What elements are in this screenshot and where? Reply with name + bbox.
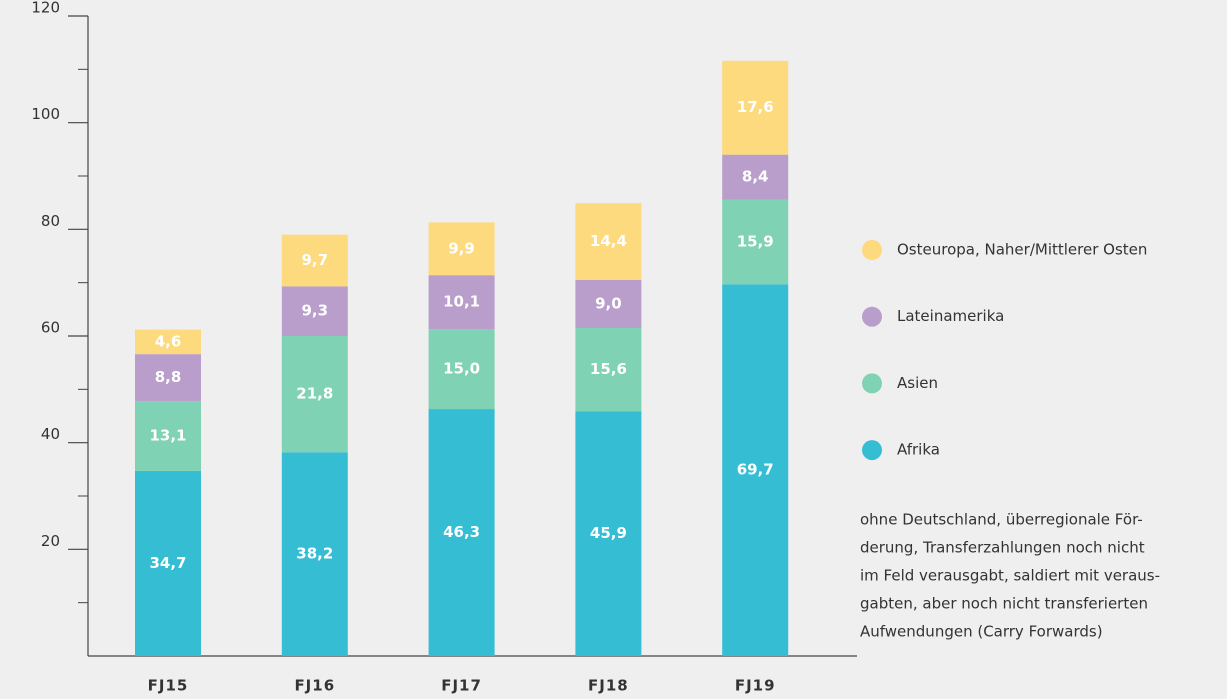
legend-label: Lateinamerika <box>897 307 1004 325</box>
value-label: 8,4 <box>742 168 769 186</box>
bar-segment <box>135 354 201 402</box>
bar-segment <box>722 154 789 200</box>
note: derung, Transferzahlungen noch nicht <box>860 539 1145 557</box>
bar-segment <box>575 328 642 412</box>
x-tick-label: FJ17 <box>441 677 482 695</box>
y-tick-label: 100 <box>31 105 60 123</box>
value-label: 15,9 <box>737 232 774 250</box>
note: im Feld verausgabt, saldiert mit veraus- <box>860 567 1160 585</box>
value-label: 34,7 <box>149 554 186 572</box>
x-tick-label: FJ15 <box>148 677 189 695</box>
value-label: 4,6 <box>155 332 182 350</box>
value-label: 9,9 <box>448 239 475 257</box>
bar-segment <box>428 329 495 410</box>
legend-swatch <box>862 440 882 461</box>
x-tick-label: FJ19 <box>735 677 776 695</box>
value-label: 17,6 <box>737 98 774 116</box>
legend-swatch <box>862 306 882 327</box>
bar-segment <box>428 409 495 656</box>
value-label: 21,8 <box>296 385 333 403</box>
value-label: 9,7 <box>302 251 329 269</box>
bar-segment <box>281 234 348 287</box>
bar-segment <box>428 275 495 330</box>
value-label: 38,2 <box>296 545 333 563</box>
value-label: 8,8 <box>155 368 182 386</box>
value-label: 15,0 <box>443 360 480 378</box>
y-tick-label: 40 <box>41 425 60 443</box>
legend-label: Osteuropa, Naher/Mittlerer Osten <box>897 241 1147 259</box>
legend-swatch <box>862 373 882 394</box>
bar-segment <box>281 286 348 336</box>
value-label: 9,3 <box>302 302 329 320</box>
value-label: 13,1 <box>149 427 186 445</box>
legend-swatch <box>862 240 882 260</box>
bar-segment <box>281 452 348 656</box>
bar-segment <box>281 336 348 453</box>
bar-segment <box>135 329 201 355</box>
bar-segment <box>722 284 789 656</box>
y-tick-label: 80 <box>41 212 60 230</box>
value-label: 69,7 <box>737 461 774 479</box>
y-tick-label: 60 <box>41 319 60 337</box>
value-label: 46,3 <box>443 523 480 541</box>
note: Aufwendungen (Carry Forwards) <box>860 623 1103 641</box>
value-label: 15,6 <box>590 360 627 378</box>
x-tick-label: FJ16 <box>294 677 335 695</box>
legend-label: Asien <box>897 374 938 392</box>
value-label: 9,0 <box>595 295 622 313</box>
bar-segment <box>135 470 201 656</box>
bar-segment <box>575 280 642 328</box>
bar-segment <box>428 222 495 276</box>
bar-segment <box>135 401 201 471</box>
bar-segment <box>575 411 642 656</box>
y-tick-label: 20 <box>41 532 60 550</box>
value-label: 45,9 <box>590 524 627 542</box>
value-label: 10,1 <box>443 293 480 311</box>
value-label: 14,4 <box>590 232 627 250</box>
bar-segment <box>575 203 642 280</box>
x-tick-label: FJ18 <box>588 677 629 695</box>
bar-segment <box>722 199 789 285</box>
bar-segment <box>722 60 789 155</box>
y-tick-label: 120 <box>31 0 60 17</box>
note: ohne Deutschland, überregionale För- <box>860 511 1143 529</box>
note: gabten, aber noch nicht transferierten <box>860 595 1148 613</box>
legend-label: Afrika <box>897 441 940 459</box>
